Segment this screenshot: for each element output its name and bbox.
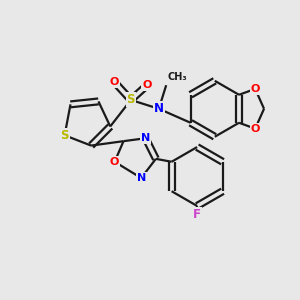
Text: O: O — [250, 124, 260, 134]
Text: CH₃: CH₃ — [168, 72, 187, 82]
Text: O: O — [250, 84, 260, 94]
Text: N: N — [141, 133, 150, 143]
Text: O: O — [110, 77, 119, 87]
Text: N: N — [154, 102, 164, 115]
Text: S: S — [60, 129, 69, 142]
Text: N: N — [136, 173, 146, 183]
Text: F: F — [193, 208, 201, 221]
Text: S: S — [127, 93, 135, 106]
Text: O: O — [110, 157, 119, 167]
Text: O: O — [142, 80, 152, 90]
